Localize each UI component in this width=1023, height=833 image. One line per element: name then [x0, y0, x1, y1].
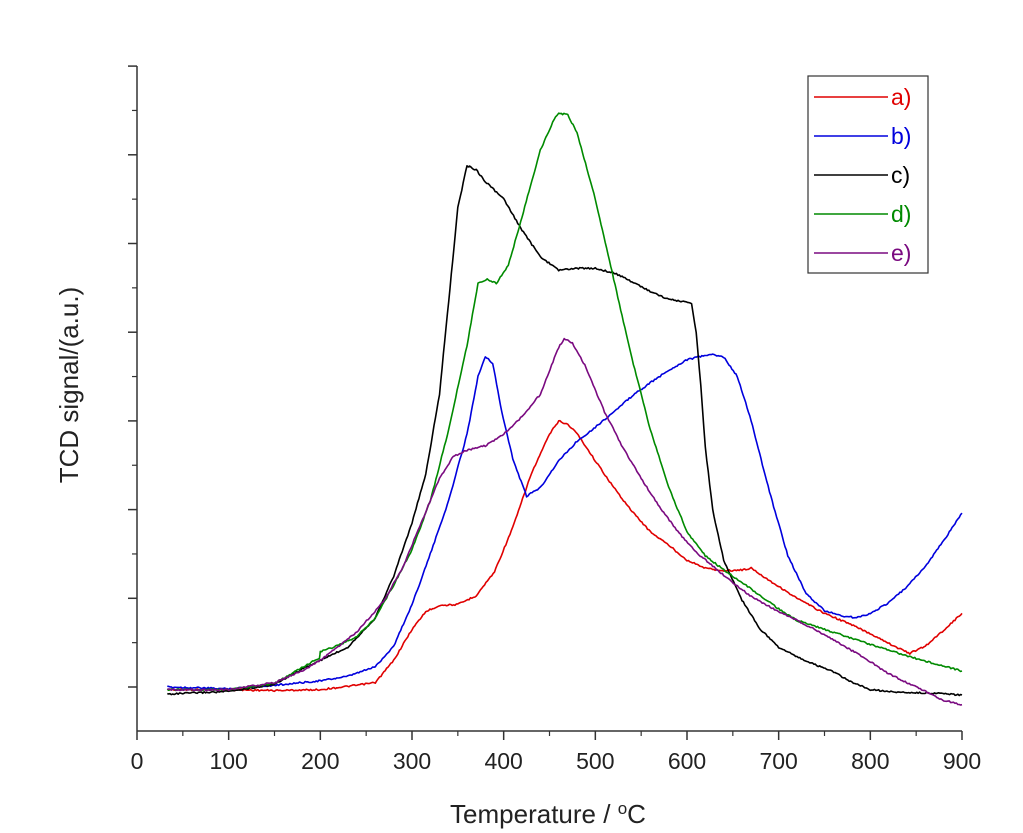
legend-label-4: d) — [891, 201, 911, 227]
x-axis-label: Temperature / oC — [450, 799, 646, 829]
x-axis-label-sup: o — [618, 799, 627, 818]
x-axis-label-unit: C — [627, 799, 646, 829]
x-tick-label: 700 — [759, 748, 797, 774]
x-tick-label: 800 — [851, 748, 889, 774]
series-line-5 — [167, 337, 963, 706]
x-tick-label: 400 — [484, 748, 522, 774]
legend-label-2: b) — [891, 123, 911, 149]
x-tick-labels: 0 100 200 300 400 500 600 700 800 900 — [131, 748, 982, 774]
x-ticks — [136, 731, 963, 740]
legend-label-5: e) — [891, 240, 911, 266]
y-ticks — [128, 65, 137, 688]
x-axis-label-main: Temperature / — [450, 799, 618, 829]
plot-area — [166, 112, 963, 706]
x-tick-label: 100 — [209, 748, 247, 774]
x-tick-label: 600 — [668, 748, 706, 774]
legend: a) b) c) d) e) — [807, 75, 929, 274]
x-tick-label: 900 — [943, 748, 981, 774]
x-tick-label: 300 — [393, 748, 431, 774]
legend-label-3: c) — [891, 162, 910, 188]
x-tick-label: 200 — [301, 748, 339, 774]
series-line-1 — [166, 419, 963, 693]
x-tick-label: 500 — [576, 748, 614, 774]
legend-label-1: a) — [891, 84, 911, 110]
series-line-4 — [166, 112, 963, 692]
x-tick-label: 0 — [131, 748, 144, 774]
series-line-2 — [167, 353, 963, 691]
y-axis-label: TCD signal/(a.u.) — [54, 287, 84, 484]
